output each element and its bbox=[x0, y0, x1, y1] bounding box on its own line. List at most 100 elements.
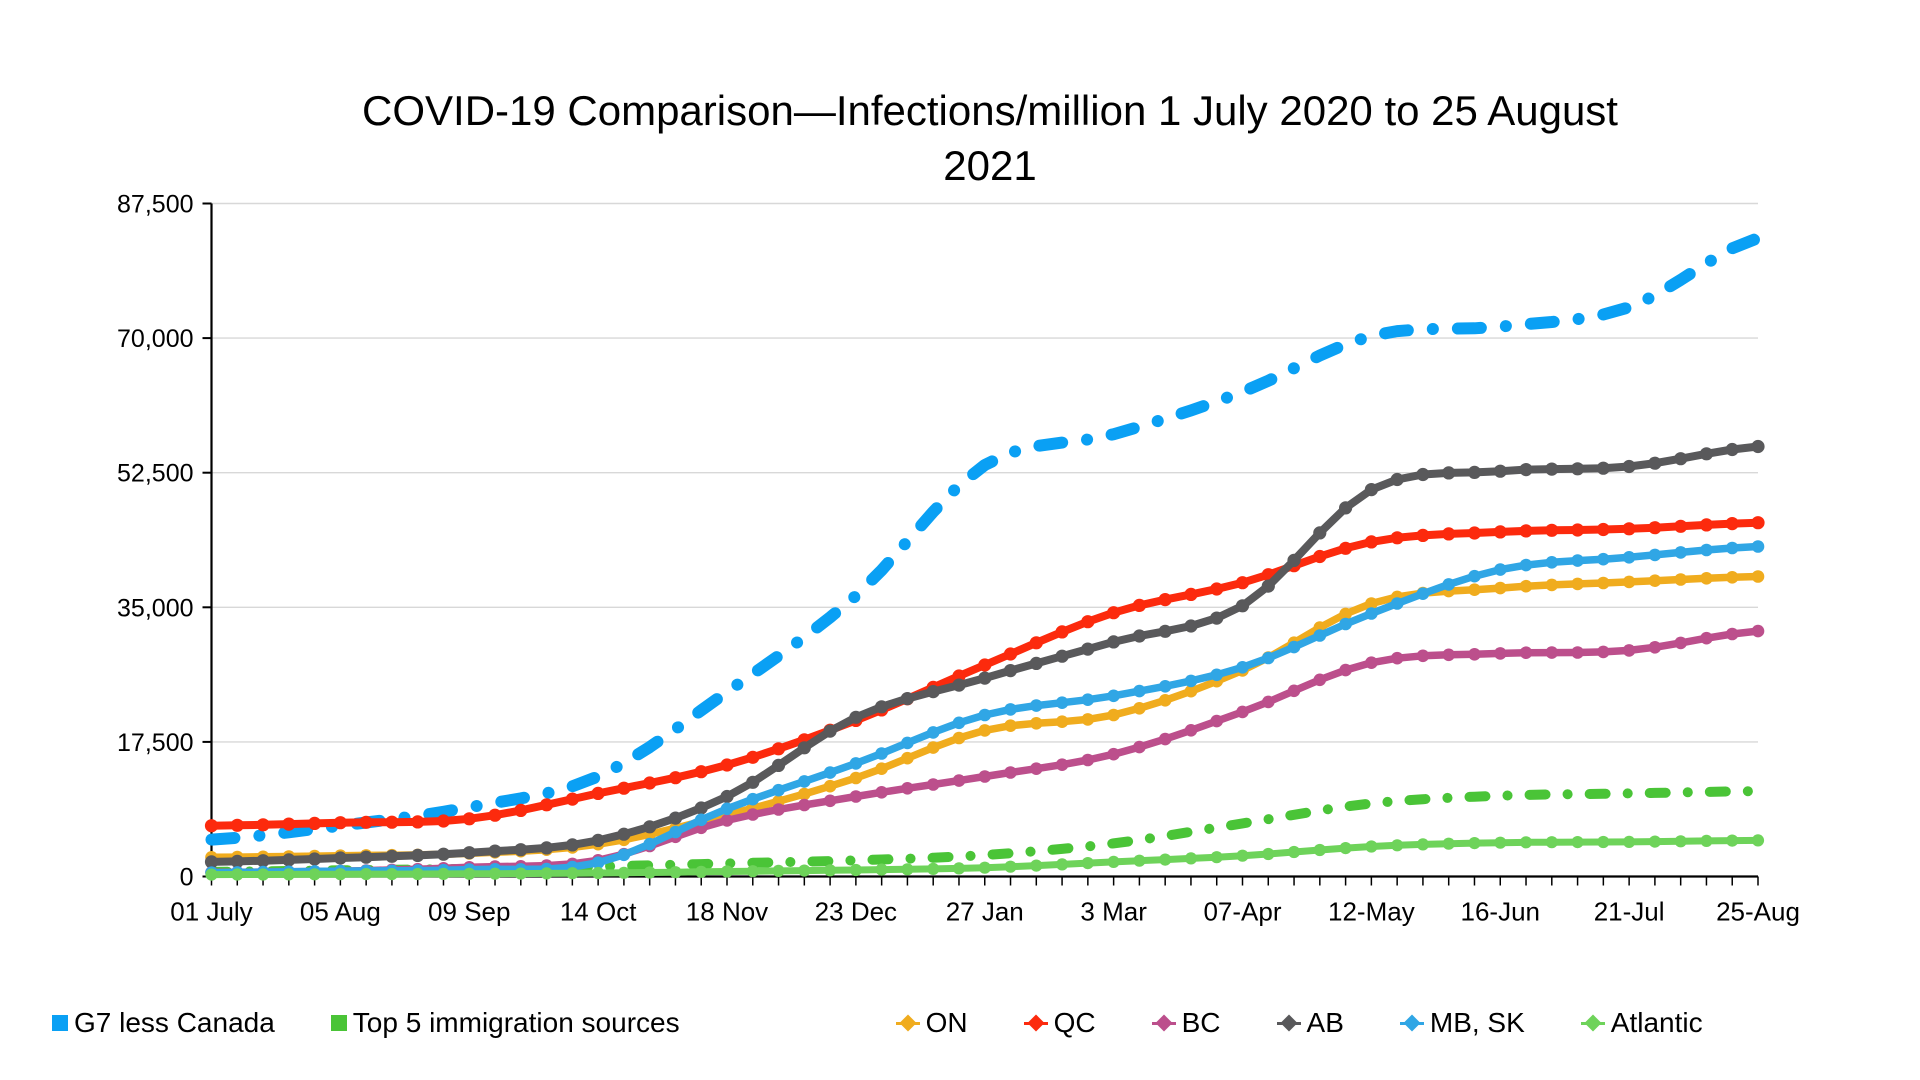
series-marker-mb-sk bbox=[1571, 554, 1584, 567]
series-marker-mb-sk bbox=[1494, 563, 1507, 576]
series-marker-ab bbox=[1596, 461, 1610, 475]
series-marker-mb-sk bbox=[1339, 617, 1352, 631]
series-marker-qc bbox=[1364, 535, 1378, 549]
series-marker-on bbox=[1622, 575, 1636, 589]
series-marker-qc bbox=[1751, 516, 1765, 530]
series-marker-ab bbox=[1287, 553, 1301, 568]
series-marker-atlantic bbox=[1545, 836, 1558, 849]
series-marker-atlantic bbox=[643, 866, 656, 879]
series-marker-ab bbox=[668, 811, 683, 825]
series-marker-ab bbox=[1571, 462, 1585, 476]
x-axis-label: 3 Mar bbox=[1080, 897, 1147, 927]
series-marker-atlantic bbox=[695, 865, 708, 878]
series-marker-atlantic bbox=[488, 867, 502, 880]
series-marker-ab bbox=[1622, 459, 1636, 474]
series-marker-mb-sk bbox=[1597, 552, 1610, 566]
series-marker-ab bbox=[333, 851, 347, 865]
x-axis-label: 12-May bbox=[1328, 897, 1415, 927]
series-marker-mb-sk bbox=[1262, 651, 1275, 665]
x-axis-label: 01 July bbox=[170, 897, 252, 927]
series-marker-ab bbox=[643, 820, 657, 834]
series-marker-mb-sk bbox=[617, 848, 631, 862]
series-marker-bc bbox=[1725, 627, 1739, 641]
series-marker-ab bbox=[385, 849, 399, 863]
series-marker-qc bbox=[1313, 549, 1327, 564]
series-marker-bc bbox=[823, 794, 837, 808]
series-marker-ab bbox=[720, 789, 734, 804]
legend-label-ab: AB bbox=[1306, 1007, 1344, 1038]
series-marker-on bbox=[798, 787, 811, 801]
series-marker-atlantic bbox=[849, 863, 863, 877]
series-marker-atlantic bbox=[952, 862, 966, 875]
series-marker-qc bbox=[1235, 576, 1250, 590]
series-marker-on bbox=[1081, 713, 1095, 726]
series-marker-atlantic bbox=[437, 867, 450, 881]
x-axis-label: 16-Jun bbox=[1461, 897, 1541, 927]
series-marker-ab bbox=[1674, 452, 1688, 466]
series-marker-atlantic bbox=[282, 868, 295, 881]
series-marker-qc bbox=[1339, 541, 1353, 555]
series-marker-bc bbox=[1262, 695, 1275, 709]
series-marker-on bbox=[875, 762, 888, 775]
x-axis-label: 05 Aug bbox=[300, 897, 381, 927]
series-marker-mb-sk bbox=[978, 708, 992, 722]
series-marker-bc bbox=[1674, 636, 1687, 650]
series-marker-atlantic bbox=[1262, 847, 1275, 861]
series-marker-atlantic bbox=[1494, 836, 1507, 849]
series-marker-mb-sk bbox=[1725, 541, 1739, 555]
series-marker-atlantic bbox=[1184, 852, 1198, 865]
series-marker-bc bbox=[772, 803, 785, 816]
series-marker-ab bbox=[565, 838, 580, 852]
series-marker-atlantic bbox=[617, 866, 631, 879]
series-marker-atlantic bbox=[1391, 839, 1404, 852]
series-marker-on bbox=[1055, 715, 1069, 728]
series-marker-bc bbox=[720, 814, 734, 827]
series-marker-ab bbox=[694, 801, 708, 815]
y-axis-label: 0 bbox=[180, 864, 194, 892]
series-marker-bc bbox=[875, 786, 888, 799]
series-marker-atlantic bbox=[1700, 834, 1713, 848]
series-marker-mb-sk bbox=[798, 775, 811, 788]
series-marker-on bbox=[823, 779, 837, 793]
series-marker-mb-sk bbox=[1236, 661, 1249, 674]
series-marker-ab bbox=[746, 775, 760, 789]
series-marker-ab bbox=[1648, 456, 1662, 470]
series-marker-ab bbox=[1055, 649, 1069, 663]
series-marker-atlantic bbox=[1081, 857, 1094, 870]
series-marker-atlantic bbox=[875, 863, 888, 876]
series-marker-qc bbox=[694, 765, 708, 779]
series-marker-qc bbox=[308, 816, 322, 831]
series-marker-ab bbox=[1364, 483, 1378, 497]
chart-title-line-2: 2021 bbox=[943, 141, 1037, 189]
series-marker-atlantic bbox=[1674, 835, 1687, 848]
series-marker-atlantic bbox=[824, 864, 837, 877]
series-marker-qc bbox=[1003, 647, 1018, 661]
series-marker-mb-sk bbox=[1055, 696, 1069, 709]
series-marker-mb-sk bbox=[875, 747, 888, 760]
series-marker-qc bbox=[1158, 593, 1172, 607]
series-marker-qc bbox=[1545, 523, 1559, 537]
series-marker-mb-sk bbox=[1545, 556, 1559, 569]
series-marker-on bbox=[1004, 719, 1017, 732]
series-marker-atlantic bbox=[334, 868, 347, 881]
series-marker-mb-sk bbox=[1442, 578, 1455, 591]
series-marker-ab bbox=[926, 685, 940, 699]
series-marker-qc bbox=[1674, 519, 1688, 533]
series-marker-bc bbox=[1210, 714, 1223, 728]
chart-legend: G7 less Canada Top 5 immigration sources O… bbox=[52, 1000, 1703, 1046]
series-marker-atlantic bbox=[1571, 836, 1584, 849]
legend-diamond-icon-atlantic bbox=[1580, 1014, 1605, 1032]
series-marker-ab bbox=[1003, 664, 1018, 678]
y-axis-label: 87,500 bbox=[117, 191, 193, 219]
series-marker-qc bbox=[230, 818, 244, 832]
series-marker-bc bbox=[746, 808, 760, 821]
series-marker-mb-sk bbox=[591, 856, 605, 869]
x-axis-label: 09 Sep bbox=[428, 897, 510, 927]
series-marker-on bbox=[849, 771, 863, 785]
series-marker-mb-sk bbox=[694, 813, 708, 827]
series-marker-ab bbox=[436, 847, 451, 861]
series-marker-bc bbox=[1571, 646, 1584, 659]
series-marker-mb-sk bbox=[849, 757, 863, 770]
series-marker-mb-sk bbox=[926, 726, 940, 739]
series-marker-mb-sk bbox=[901, 736, 914, 750]
